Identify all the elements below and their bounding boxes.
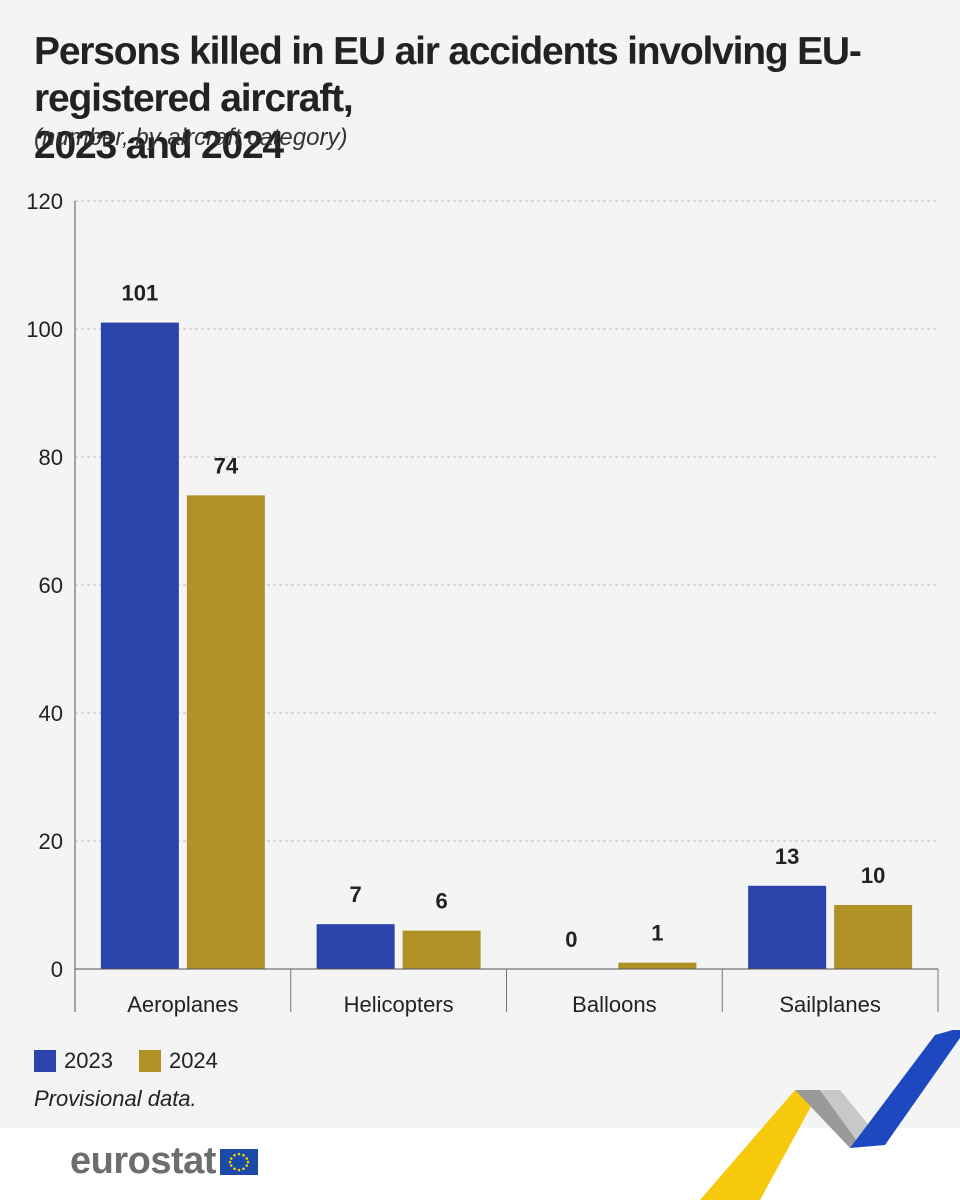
eu-flag-icon <box>219 1148 258 1175</box>
data-label-aeroplanes-2023: 101 <box>122 281 159 306</box>
eurostat-logo: eurostat <box>70 1140 258 1183</box>
bar-helicopters-2023 <box>316 924 395 969</box>
y-tick-label: 100 <box>26 317 63 342</box>
legend-swatch-2024 <box>138 1050 161 1072</box>
data-labels: 101 74 7 6 0 1 13 10 <box>122 281 886 952</box>
y-tick-label: 60 <box>39 573 63 598</box>
chart-title-line1: Persons killed in EU air accidents invol… <box>34 30 862 120</box>
legend-item-2024: 2024 <box>138 1048 218 1074</box>
data-label-balloons-2023: 0 <box>565 927 577 952</box>
x-tick-label-aeroplanes: Aeroplanes <box>127 992 238 1017</box>
data-label-sailplanes-2023: 13 <box>775 844 799 869</box>
legend-label-2023: 2023 <box>64 1048 113 1073</box>
y-tick-label: 120 <box>26 189 63 214</box>
legend-item-2023: 2023 <box>34 1048 113 1074</box>
data-label-sailplanes-2024: 10 <box>861 863 885 888</box>
chart-subtitle: (number, by aircraft category) <box>34 124 348 151</box>
x-axis: Aeroplanes Helicopters Balloons Sailplanes <box>74 201 939 1017</box>
footer-band <box>0 1128 960 1200</box>
legend: 2023 2024 <box>34 1048 234 1074</box>
x-tick-label-balloons: Balloons <box>572 992 656 1017</box>
y-tick-label: 20 <box>39 829 63 854</box>
y-tick-label: 40 <box>39 701 63 726</box>
bar-helicopters-2024 <box>402 930 481 969</box>
bar-aeroplanes-2024 <box>186 495 265 969</box>
x-tick-label-sailplanes: Sailplanes <box>779 992 881 1017</box>
data-label-helicopters-2024: 6 <box>436 889 448 914</box>
bar-sailplanes-2024 <box>834 905 913 969</box>
bars <box>100 322 913 970</box>
legend-swatch-2023 <box>34 1050 56 1072</box>
legend-label-2024: 2024 <box>168 1048 218 1073</box>
y-tick-label: 80 <box>39 445 63 470</box>
bar-aeroplanes-2023 <box>100 322 179 970</box>
bar-sailplanes-2023 <box>748 885 827 969</box>
decorative-ribbon-icon <box>700 1030 960 1200</box>
eurostat-wordmark: eurostat <box>70 1140 216 1182</box>
y-axis-ticks: 0 20 40 60 80 100 120 <box>26 189 63 982</box>
data-label-balloons-2024: 1 <box>651 921 663 946</box>
y-tick-label: 0 <box>51 957 63 982</box>
data-label-helicopters-2023: 7 <box>350 882 362 907</box>
data-label-aeroplanes-2024: 74 <box>214 453 239 478</box>
bar-balloons-2024 <box>618 962 697 969</box>
x-tick-label-helicopters: Helicopters <box>344 992 454 1017</box>
chart-title-line2: 2023 and 2024 <box>34 124 284 167</box>
provisional-note: Provisional data. <box>34 1086 197 1111</box>
chart-title: Persons killed in EU air accidents invol… <box>34 28 934 169</box>
